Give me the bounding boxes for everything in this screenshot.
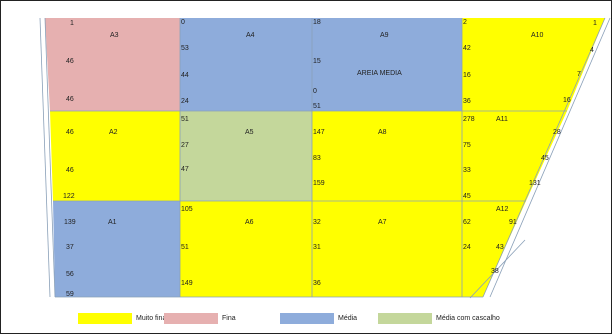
block-a1-value: 37	[66, 244, 74, 251]
block-a8-value: 147	[313, 129, 325, 136]
legend-label-media-com-cascalho: Média com cascalho	[436, 315, 500, 322]
legend-swatch-muito-fina	[78, 313, 132, 324]
block-a10-value: 42	[463, 45, 471, 52]
block-a5-id: A5	[245, 129, 254, 136]
grid-lines	[39, 17, 611, 299]
block-a2-value: 46	[66, 167, 74, 174]
block-a11-value: 33	[463, 167, 471, 174]
block-a7-value: 32	[313, 219, 321, 226]
block-a9-id: A9	[380, 32, 389, 39]
block-a11-value: 45	[541, 155, 549, 162]
block-a8	[312, 111, 462, 201]
block-a10-value: 1	[593, 20, 597, 27]
legend-swatch-media	[280, 313, 334, 324]
block-a4-id: A4	[246, 32, 255, 39]
block-a12	[462, 201, 526, 297]
block-a11-value: 131	[529, 180, 541, 187]
block-a12-value: 62	[463, 219, 471, 226]
block-a4-value: 0	[181, 19, 185, 26]
block-a1	[53, 201, 180, 297]
block-a7-value: 36	[313, 280, 321, 287]
block-a4-value: 53	[181, 45, 189, 52]
block-a11-value: 45	[463, 193, 471, 200]
block-a3-value: 1	[70, 20, 74, 27]
block-a5-value: 47	[181, 166, 189, 173]
block-a11-value: 278	[463, 116, 475, 123]
block-a5-value: 27	[181, 142, 189, 149]
block-a10-value: 16	[563, 97, 571, 104]
legend: Muito fina Fina Média Média com cascalho	[0, 311, 614, 327]
block-a8-id: A8	[378, 129, 387, 136]
block-a8-value: 83	[313, 155, 321, 162]
legend-label-fina: Fina	[222, 315, 236, 322]
block-a4-value: 44	[181, 72, 189, 79]
block-a6	[180, 201, 312, 297]
block-a10-id: A10	[531, 32, 544, 39]
legend-swatch-fina	[164, 313, 218, 324]
block-a4	[180, 18, 312, 111]
block-a10-value: 36	[463, 98, 471, 105]
block-a3-value: 46	[66, 58, 74, 65]
block-a1-value: 59	[66, 291, 74, 298]
block-a10	[462, 18, 605, 111]
block-a2-value: 122	[63, 193, 75, 200]
block-a12-value: 38	[491, 268, 499, 275]
block-a10-value: 7	[577, 71, 581, 78]
block-a9-value: 51	[313, 103, 321, 110]
block-a3	[45, 18, 180, 111]
block-a6-value: 105	[181, 206, 193, 213]
block-a10-value: 2	[463, 19, 467, 26]
block-a2	[50, 111, 180, 201]
block-a3-id: A3	[110, 32, 119, 39]
block-a3-value: 46	[66, 96, 74, 103]
block-a11-id: A11	[496, 116, 508, 123]
block-a7-id: A7	[378, 219, 387, 226]
block-a11-value: 28	[553, 129, 561, 136]
block-a12-id: A12	[496, 206, 509, 213]
block-a7	[312, 201, 462, 297]
block-a1-value: 139	[64, 219, 76, 226]
legend-label-media: Média	[338, 315, 358, 322]
block-a6-value: 149	[181, 280, 193, 287]
block-a9	[312, 18, 462, 111]
block-a11	[462, 111, 567, 201]
block-a5	[180, 111, 312, 201]
block-a5-value: 51	[181, 116, 189, 123]
block-a1-id: A1	[108, 219, 117, 226]
block-a4-value: 24	[181, 98, 189, 105]
block-a9-note: AREIA MEDIA	[357, 70, 402, 77]
legend-swatch-media-com-cascalho	[378, 313, 432, 324]
block-a11-value: 75	[463, 142, 471, 149]
block-a12-value: 43	[496, 244, 504, 251]
legend-label-muito-fina: Muito fina	[136, 315, 167, 322]
block-a8-value: 159	[313, 180, 325, 187]
block-a12-value: 24	[463, 244, 471, 251]
block-a6-id: A6	[245, 219, 254, 226]
block-a9-value: 18	[313, 19, 321, 26]
block-a7-value: 31	[313, 244, 321, 251]
block-a6-value: 51	[181, 244, 189, 251]
block-a2-value: 46	[66, 129, 74, 136]
block-a2-id: A2	[109, 129, 118, 136]
block-a9-value: 0	[313, 88, 317, 95]
block-a1-value: 56	[66, 271, 74, 278]
block-a10-value: 4	[590, 47, 594, 54]
block-a10-value: 16	[463, 72, 471, 79]
block-a9-value: 15	[313, 58, 321, 65]
block-a12-value: 91	[509, 219, 517, 226]
